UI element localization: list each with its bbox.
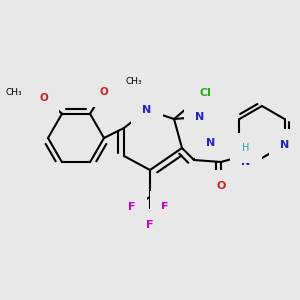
Text: N: N xyxy=(142,105,152,115)
Text: N: N xyxy=(280,140,289,150)
Text: Cl: Cl xyxy=(199,88,211,98)
Text: O: O xyxy=(100,87,108,97)
Text: CH₃: CH₃ xyxy=(6,88,22,97)
Text: O: O xyxy=(40,93,48,103)
Text: H: H xyxy=(242,143,250,153)
Text: O: O xyxy=(216,181,226,191)
Text: CH₃: CH₃ xyxy=(126,77,142,86)
Text: F: F xyxy=(161,202,169,212)
Text: F: F xyxy=(146,220,154,230)
Text: N: N xyxy=(242,157,250,167)
Text: F: F xyxy=(128,202,136,212)
Text: N: N xyxy=(195,112,205,122)
Text: N: N xyxy=(206,138,216,148)
